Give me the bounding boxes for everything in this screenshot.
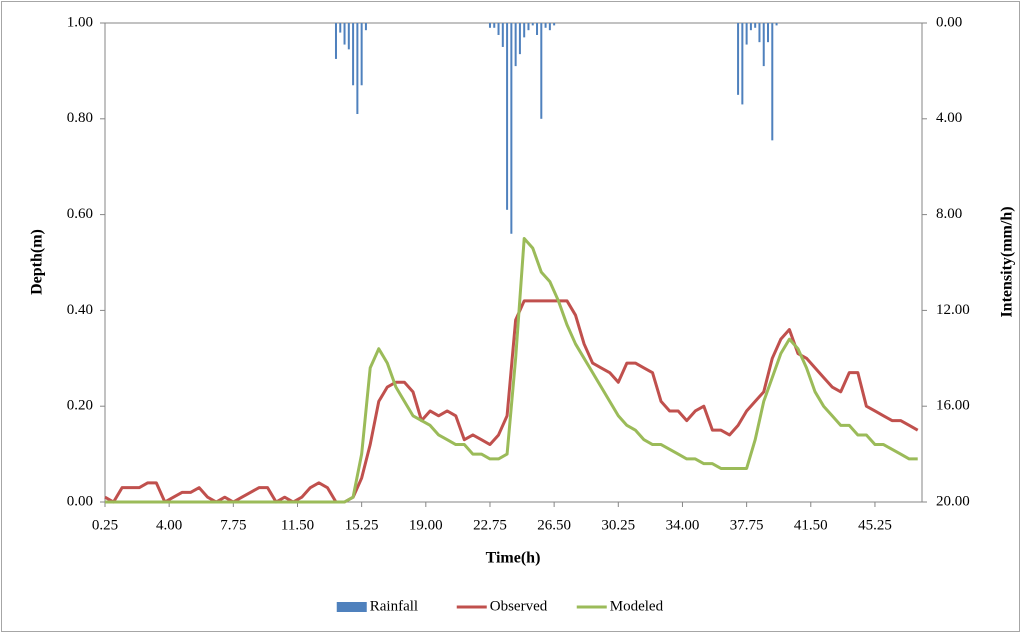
- rain-bar: [771, 23, 774, 141]
- x-tick-label: 30.25: [601, 517, 635, 533]
- x-tick-label: 15.25: [345, 517, 379, 533]
- x-tick-label: 26.50: [537, 517, 571, 533]
- y2-tick-label: 8.00: [936, 206, 962, 222]
- legend-label: Modeled: [610, 598, 664, 614]
- x-tick-label: 7.75: [220, 517, 246, 533]
- rain-bar: [510, 23, 513, 234]
- rain-bar: [493, 23, 496, 28]
- x-tick-label: 0.25: [92, 517, 118, 533]
- x-tick-label: 19.00: [409, 517, 443, 533]
- rain-bar: [758, 23, 761, 43]
- rain-bar: [531, 23, 534, 26]
- y-tick-label: 0.80: [67, 110, 93, 126]
- series-line: [104, 299, 919, 504]
- rain-bar: [356, 23, 359, 115]
- rain-bar: [497, 23, 500, 35]
- rain-bar: [553, 23, 556, 26]
- x-tick-label: 4.00: [156, 517, 182, 533]
- rain-bar: [523, 23, 526, 38]
- rain-bar: [741, 23, 744, 105]
- plot-border: [104, 22, 923, 503]
- y-tick-label: 0.40: [67, 302, 93, 318]
- rain-bar: [334, 23, 337, 59]
- legend-swatch: [336, 602, 367, 612]
- rain-bar: [767, 23, 770, 43]
- y2-axis-title: Intensity(mm/h): [999, 206, 1016, 317]
- y2-tick-label: 20.00: [936, 493, 970, 509]
- rain-bar: [762, 23, 765, 67]
- x-tick-label: 11.50: [281, 517, 314, 533]
- rain-bar: [745, 23, 748, 45]
- rain-bar: [544, 23, 547, 28]
- rain-bar: [360, 23, 363, 86]
- rain-bar: [754, 23, 757, 28]
- rain-bar: [527, 23, 530, 31]
- rain-bar: [501, 23, 504, 47]
- rain-bar: [352, 23, 355, 86]
- y-tick-label: 1.00: [67, 14, 93, 30]
- rain-bar: [343, 23, 346, 45]
- y-tick-label: 0.20: [67, 398, 93, 414]
- y-axis-title: Depth(m): [29, 229, 46, 295]
- rain-bar: [339, 23, 342, 33]
- legend-label: Rainfall: [370, 598, 418, 614]
- rain-bar: [775, 23, 778, 26]
- rain-bar: [347, 23, 350, 50]
- x-tick-label: 22.75: [473, 517, 507, 533]
- y2-tick-label: 16.00: [936, 398, 970, 414]
- x-tick-label: 41.50: [794, 517, 828, 533]
- rain-bar: [518, 23, 521, 55]
- y-tick-label: 0.60: [67, 206, 93, 222]
- rain-bar: [488, 23, 491, 28]
- y2-tick-label: 0.00: [936, 14, 962, 30]
- x-tick-label: 37.75: [730, 517, 764, 533]
- rain-bar: [737, 23, 740, 95]
- y2-tick-label: 4.00: [936, 110, 962, 126]
- series-line: [105, 237, 918, 504]
- x-axis-title: Time(h): [486, 550, 541, 567]
- rain-bar: [749, 23, 752, 31]
- rain-bar: [364, 23, 367, 31]
- x-tick-label: 45.25: [858, 517, 892, 533]
- rain-bar: [506, 23, 509, 210]
- y2-tick-label: 12.00: [936, 302, 970, 318]
- rain-bar: [548, 23, 551, 31]
- rain-bar: [536, 23, 539, 35]
- rain-bar: [540, 23, 543, 119]
- legend-label: Observed: [490, 598, 548, 614]
- y-tick-label: 0.00: [67, 493, 93, 509]
- rain-bar: [514, 23, 517, 67]
- x-tick-label: 34.00: [666, 517, 700, 533]
